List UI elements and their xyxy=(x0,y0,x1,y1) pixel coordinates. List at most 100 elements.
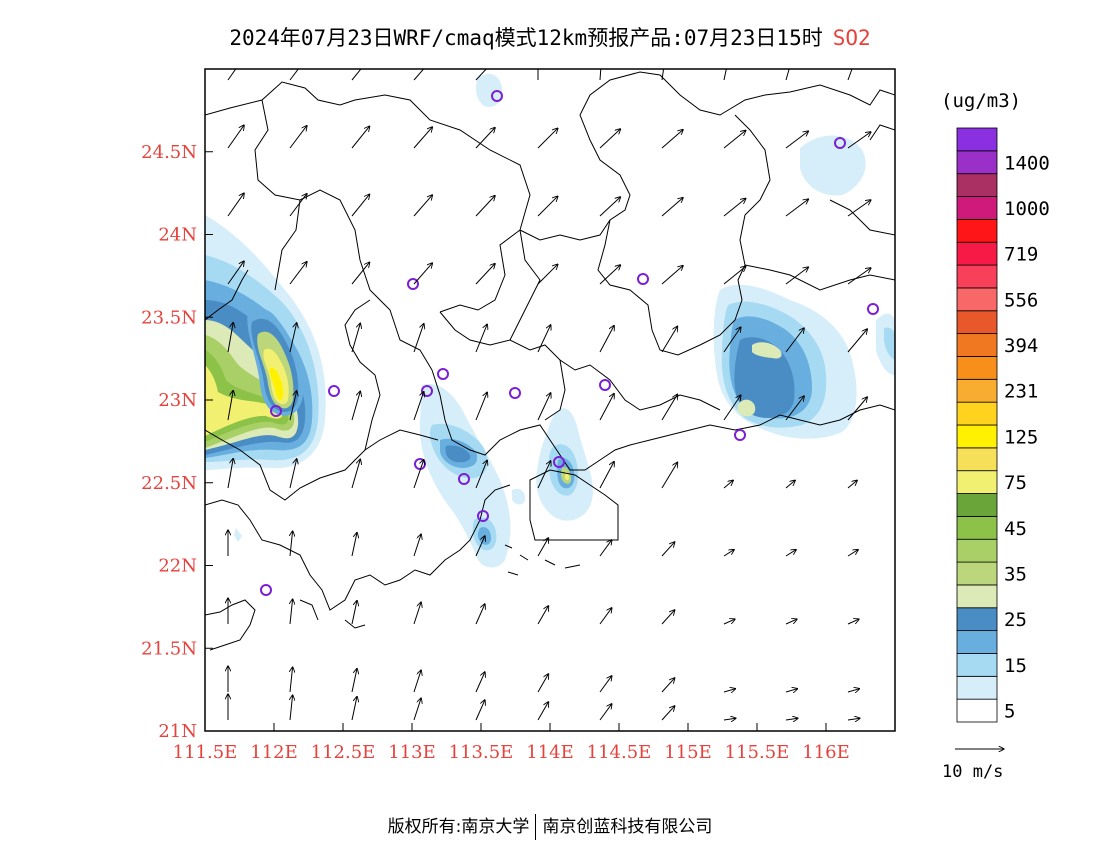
wind-vector xyxy=(599,326,614,353)
x-axis: 111.5E 112E 112.5E 113E 113.5E 114E 114.5E 115E… xyxy=(173,723,850,763)
wind-vector xyxy=(537,393,551,421)
wind-vector xyxy=(290,599,293,625)
legend-unit: (ug/m3) xyxy=(941,90,1022,112)
station-marker xyxy=(553,456,565,468)
wind-vector xyxy=(289,262,307,285)
wind-vector xyxy=(847,480,857,489)
wind-vector xyxy=(289,323,297,353)
wind-vector xyxy=(785,131,808,149)
legend-label: 45 xyxy=(1004,518,1027,540)
wind-vector xyxy=(351,533,357,557)
wind-vector xyxy=(847,689,860,692)
station-marker xyxy=(328,385,340,397)
legend-swatch xyxy=(956,173,998,197)
legend-label: 15 xyxy=(1004,655,1027,677)
legend-swatch xyxy=(956,630,998,654)
legend-swatch xyxy=(956,264,998,289)
legend-swatch xyxy=(956,218,998,243)
wind-vector xyxy=(413,534,421,557)
wind-vector xyxy=(227,459,233,489)
wind-vector xyxy=(475,672,485,693)
wind-vector xyxy=(351,391,360,421)
wind-vector xyxy=(537,674,549,693)
wind-vector xyxy=(413,127,432,149)
legend-swatch xyxy=(956,401,998,426)
legend-swatch xyxy=(956,653,998,677)
y-tick-label: 23.5N xyxy=(141,307,197,328)
legend-swatch xyxy=(956,584,998,609)
station-marker xyxy=(260,584,272,596)
wind-vector xyxy=(475,324,487,353)
station-marker xyxy=(509,387,521,399)
wind-vector xyxy=(475,604,485,625)
legend-label: 125 xyxy=(1004,426,1038,448)
wind-vector xyxy=(847,200,871,217)
legend-swatch xyxy=(956,356,998,380)
wind-vector xyxy=(599,69,602,81)
y-axis: 21N 21.5N 22N 22.5N 23N 23.5N 24N 24.5N xyxy=(141,142,213,742)
legend-label: 25 xyxy=(1004,609,1027,631)
station-marker xyxy=(867,303,879,315)
legend-swatch xyxy=(956,333,998,357)
wind-vectors xyxy=(227,69,871,721)
legend-label: 394 xyxy=(1004,335,1038,357)
station-marker xyxy=(734,429,746,441)
legend-label: 35 xyxy=(1004,564,1027,586)
copyright-footer: 版权所有:南京大学 南京创蓝科技有限公司 xyxy=(0,812,1100,840)
wind-vector xyxy=(289,459,297,489)
wind-vector xyxy=(227,323,233,353)
concentration-field xyxy=(205,73,895,568)
wind-vector xyxy=(413,460,424,489)
legend-swatch xyxy=(956,196,998,220)
legend-swatch xyxy=(956,287,998,312)
legend-color-bar: 5 15 25 35 45 75 125 231 394 556 719 1000 1400 xyxy=(956,127,1050,723)
wind-vector xyxy=(537,538,549,557)
wind-vector xyxy=(785,480,795,489)
x-tick-label: 115E xyxy=(664,742,712,763)
wind-vector xyxy=(599,129,621,149)
wind-vector xyxy=(661,394,678,421)
wind-vector xyxy=(413,602,421,625)
station-marker xyxy=(270,405,282,417)
wind-vector xyxy=(227,391,233,421)
wind-vector xyxy=(599,265,621,285)
legend-swatch xyxy=(956,447,998,472)
wind-vector xyxy=(723,718,736,720)
wind-vector xyxy=(661,542,675,557)
wind-vector xyxy=(413,698,421,721)
wind-vector xyxy=(537,461,551,489)
wind-vector xyxy=(475,536,485,557)
wind-vector xyxy=(599,676,612,693)
wind-vector xyxy=(475,392,487,421)
wind-vector xyxy=(290,667,293,693)
legend-label: 231 xyxy=(1004,381,1038,403)
wind-vector xyxy=(351,194,370,217)
legend-swatch xyxy=(956,561,998,586)
wind-vector xyxy=(413,670,421,693)
wind-vector xyxy=(723,130,746,149)
wind-vector xyxy=(847,329,867,353)
wind-vector xyxy=(847,132,871,149)
wind-vector xyxy=(847,69,853,81)
wind-reference-label: 10 m/s xyxy=(942,762,1004,782)
wind-vector xyxy=(413,263,432,285)
legend-label: 75 xyxy=(1004,472,1027,494)
y-tick-label: 24.5N xyxy=(141,142,197,163)
wind-vector xyxy=(351,262,370,285)
wind-vector xyxy=(661,69,665,81)
wind-vector xyxy=(351,323,360,353)
wind-vector xyxy=(599,197,621,217)
wind-vector xyxy=(785,550,796,557)
wind-vector xyxy=(661,678,675,693)
wind-vector xyxy=(785,619,797,625)
station-marker xyxy=(477,510,489,522)
wind-vector xyxy=(537,196,558,217)
wind-vector xyxy=(599,608,612,625)
wind-vector xyxy=(537,128,558,149)
x-tick-label: 115.5E xyxy=(725,742,790,763)
station-marker xyxy=(834,137,846,149)
legend-swatch xyxy=(956,698,998,723)
wind-vector xyxy=(785,718,798,720)
wind-vector xyxy=(661,610,675,625)
x-tick-label: 113.5E xyxy=(449,742,514,763)
